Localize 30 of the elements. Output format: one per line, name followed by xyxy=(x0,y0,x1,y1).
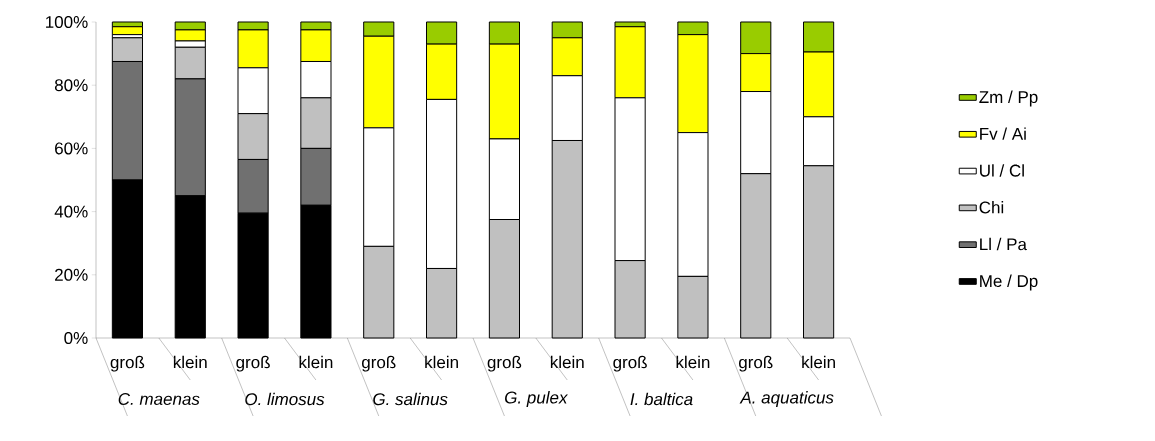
x-tick-label: klein xyxy=(173,355,207,369)
x-tick-label: groß xyxy=(613,355,647,372)
text: G. pulex xyxy=(505,391,568,407)
y-tick-label: 40% xyxy=(54,205,88,218)
text: A. aquaticus xyxy=(739,391,834,407)
legend-label: Ll / Pa xyxy=(980,237,1027,251)
x-tick-label: klein xyxy=(802,355,835,369)
text: I. baltica xyxy=(630,392,693,406)
text: C. maenas xyxy=(118,392,200,406)
x-tick-label: klein xyxy=(425,355,458,369)
x-tick-label: klein xyxy=(299,355,333,369)
x-tick-label: klein xyxy=(676,355,710,369)
x-tick-label: groß xyxy=(487,355,522,372)
y-tick-label: 0% xyxy=(64,331,88,345)
text: G. salinus xyxy=(373,392,448,406)
legend-label: Fv / Ai xyxy=(980,127,1026,140)
legend-label: Zm / Pp xyxy=(979,90,1038,107)
y-tick-label: 60% xyxy=(55,142,88,155)
text: O. limosus xyxy=(245,392,325,406)
x-tick-label: groß xyxy=(110,355,145,372)
x-tick-label: groß xyxy=(362,355,396,372)
y-tick-label: 80% xyxy=(54,79,88,92)
x-tick-label: groß xyxy=(739,355,773,372)
y-tick-label: 100% xyxy=(46,15,88,29)
legend-label: Chi xyxy=(979,200,1004,214)
y-tick-label: 20% xyxy=(55,268,88,281)
legend-label: Me / Dp xyxy=(980,274,1038,291)
legend-label: Ul / Cl xyxy=(980,164,1024,177)
x-tick-label: groß xyxy=(236,355,270,372)
x-tick-label: klein xyxy=(550,355,584,369)
